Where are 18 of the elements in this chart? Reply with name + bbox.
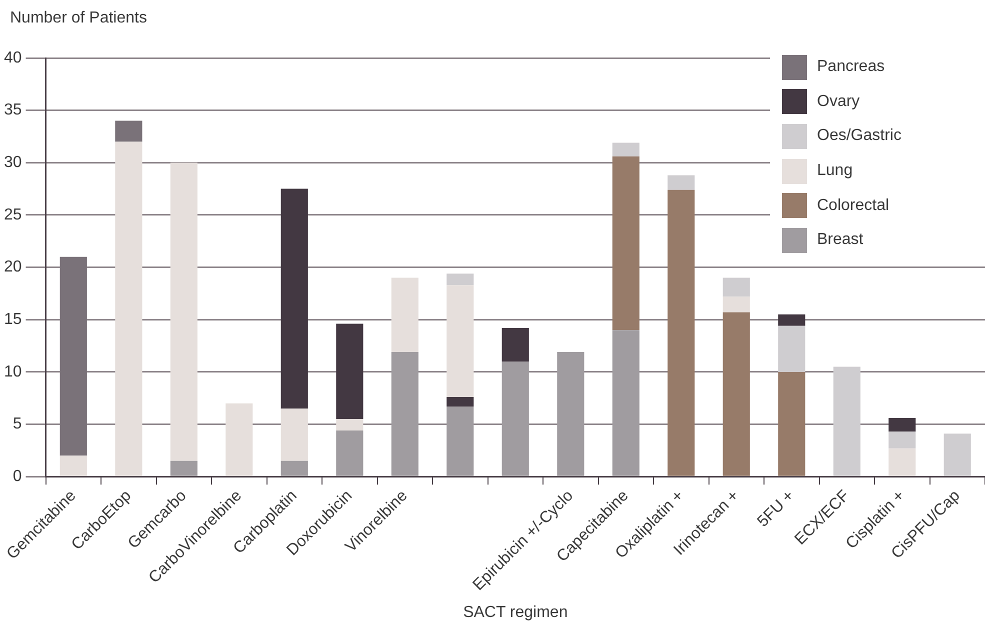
legend-label: Pancreas: [817, 58, 885, 76]
y-tick-label: 5: [12, 416, 22, 433]
y-tick-label: 25: [4, 206, 22, 224]
y-tick-label: 0: [12, 468, 22, 485]
y-tick-label: 40: [4, 49, 22, 66]
legend-label: Colorectal: [817, 196, 890, 215]
legend-label: Ovary: [817, 92, 860, 111]
y-tick-label: 15: [4, 311, 22, 328]
y-axis-title: Number of Patients: [10, 9, 147, 26]
y-tick-label: 35: [4, 102, 22, 119]
x-axis-title: SACT regimen: [463, 604, 568, 621]
legend-label: Oes/Gastric: [817, 127, 902, 146]
x-tick-label: 5FU +: [754, 487, 798, 530]
legend-label: Lung: [817, 162, 853, 180]
legend-label: Breast: [817, 231, 864, 250]
y-tick-label: 10: [4, 363, 22, 380]
y-tick-label: 30: [4, 154, 22, 172]
y-tick-label: 20: [4, 258, 22, 276]
